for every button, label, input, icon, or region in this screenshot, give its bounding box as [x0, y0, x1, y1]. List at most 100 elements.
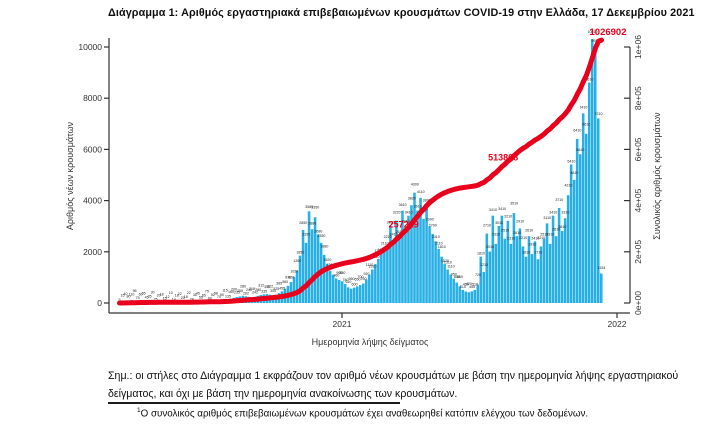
svg-text:4309: 4309 [411, 182, 419, 186]
svg-text:60: 60 [139, 293, 143, 297]
svg-text:3020: 3020 [387, 221, 395, 225]
svg-text:2021: 2021 [333, 319, 352, 329]
svg-text:15: 15 [121, 294, 125, 298]
svg-text:850: 850 [339, 271, 345, 275]
svg-text:280: 280 [240, 284, 246, 288]
svg-text:6410: 6410 [573, 129, 581, 133]
svg-text:650: 650 [354, 277, 360, 281]
svg-text:3110: 3110 [543, 216, 551, 220]
svg-text:1210: 1210 [480, 263, 488, 267]
svg-text:58: 58 [214, 291, 218, 295]
svg-text:455: 455 [469, 285, 475, 289]
svg-text:3310: 3310 [561, 211, 569, 215]
svg-text:45: 45 [196, 292, 200, 296]
svg-text:1520: 1520 [323, 258, 331, 262]
svg-text:1810: 1810 [522, 250, 530, 254]
svg-text:5410: 5410 [567, 160, 575, 164]
svg-text:10000: 10000 [78, 42, 102, 52]
svg-text:3710: 3710 [555, 198, 563, 202]
left-axis-title: Αριθμός νέων κρουσμάτων [65, 121, 75, 230]
svg-text:2210: 2210 [519, 236, 527, 240]
svg-text:450: 450 [463, 283, 469, 287]
svg-text:2210: 2210 [384, 235, 392, 239]
svg-text:510: 510 [472, 282, 478, 286]
svg-text:75: 75 [205, 290, 209, 294]
svg-text:2610: 2610 [396, 230, 404, 234]
svg-text:30: 30 [151, 291, 155, 295]
svg-text:1020: 1020 [290, 269, 298, 273]
svg-text:70: 70 [217, 295, 221, 299]
svg-text:2022: 2022 [608, 319, 627, 329]
svg-text:3010: 3010 [495, 221, 503, 225]
svg-text:2350: 2350 [317, 234, 325, 238]
svg-text:1810: 1810 [477, 252, 485, 256]
svg-text:800: 800 [454, 275, 460, 279]
svg-text:80: 80 [127, 295, 131, 299]
svg-text:14: 14 [172, 298, 176, 302]
svg-text:115: 115 [222, 289, 228, 293]
svg-text:820: 820 [288, 276, 294, 280]
svg-text:262: 262 [243, 291, 249, 295]
svg-text:35: 35 [148, 295, 152, 299]
svg-text:45: 45 [145, 296, 149, 300]
svg-text:135: 135 [225, 295, 231, 299]
svg-text:75: 75 [136, 296, 140, 300]
svg-text:20: 20 [157, 294, 161, 298]
svg-text:5810: 5810 [576, 148, 584, 152]
svg-text:455: 455 [279, 286, 285, 290]
svg-text:2210: 2210 [537, 236, 545, 240]
svg-text:610: 610 [345, 280, 351, 284]
svg-text:7410: 7410 [579, 106, 587, 110]
svg-text:510: 510 [460, 285, 466, 289]
svg-text:920: 920 [364, 272, 370, 276]
svg-text:1110: 1110 [447, 264, 454, 268]
svg-text:300: 300 [270, 289, 276, 293]
svg-text:2410: 2410 [390, 232, 398, 236]
svg-text:218: 218 [249, 287, 255, 291]
svg-text:3350: 3350 [311, 206, 319, 210]
svg-text:60: 60 [208, 296, 212, 300]
svg-text:1880: 1880 [320, 245, 328, 249]
svg-text:22: 22 [178, 292, 182, 296]
svg-text:7210: 7210 [594, 112, 602, 116]
svg-text:2310: 2310 [492, 232, 500, 236]
svg-text:110: 110 [129, 293, 135, 297]
svg-text:8000: 8000 [83, 93, 102, 103]
svg-text:1850: 1850 [296, 251, 304, 255]
svg-text:8610: 8610 [585, 78, 593, 82]
svg-text:3410: 3410 [498, 207, 506, 211]
svg-text:55: 55 [199, 295, 203, 299]
svg-text:900: 900 [336, 271, 342, 275]
svg-text:1310: 1310 [444, 261, 452, 265]
svg-text:2700: 2700 [429, 224, 437, 228]
svg-text:600: 600 [351, 283, 357, 287]
svg-text:670: 670 [285, 276, 291, 280]
svg-text:420: 420 [466, 282, 472, 286]
svg-text:2710: 2710 [483, 223, 491, 227]
svg-text:2990: 2990 [426, 218, 434, 222]
annotation-milestone: 257219 [389, 220, 419, 230]
cumulative-annotation-final: 1026902 [590, 27, 627, 38]
svg-text:3410: 3410 [489, 208, 497, 212]
svg-text:740: 740 [342, 278, 348, 282]
svg-text:385: 385 [276, 282, 282, 286]
svg-text:9910: 9910 [591, 39, 599, 43]
svg-text:3410: 3410 [549, 211, 557, 215]
svg-text:1520: 1520 [441, 259, 449, 263]
svg-text:3610: 3610 [414, 204, 422, 208]
svg-text:200: 200 [231, 288, 237, 292]
cumulative-total-line [117, 37, 604, 306]
svg-text:2810: 2810 [402, 220, 410, 224]
svg-text:2110: 2110 [381, 241, 389, 245]
svg-text:560: 560 [282, 280, 288, 284]
svg-text:2000: 2000 [83, 247, 102, 257]
svg-text:2010: 2010 [486, 245, 494, 249]
svg-text:6e+05: 6e+05 [633, 137, 643, 161]
svg-text:3820: 3820 [408, 196, 416, 200]
svg-text:18: 18 [184, 295, 188, 299]
svg-text:90: 90 [220, 293, 224, 297]
chart-note: Σημ.: οι στήλες στο Διάγραμμα 1 εκφράζου… [108, 367, 712, 403]
svg-text:2110: 2110 [435, 241, 443, 245]
